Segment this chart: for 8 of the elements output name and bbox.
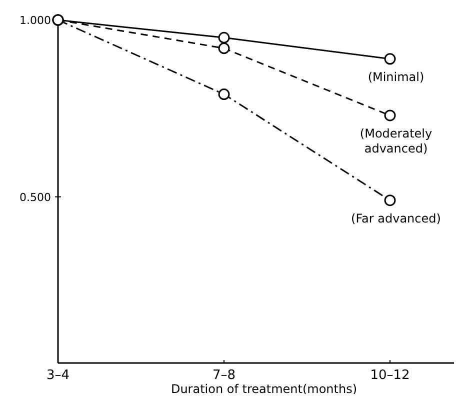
x-tick-label: 7–8: [212, 368, 236, 383]
y-tick-label: 0.500: [20, 190, 51, 204]
series-label: (Moderately advanced): [360, 126, 432, 156]
x-tick-label: 10–12: [370, 368, 410, 383]
x-tick-label: 3–4: [46, 368, 70, 383]
series-label: (Minimal): [368, 70, 424, 84]
y-tick-label: 1.000: [20, 14, 51, 27]
series-label: (Far advanced): [351, 211, 441, 226]
